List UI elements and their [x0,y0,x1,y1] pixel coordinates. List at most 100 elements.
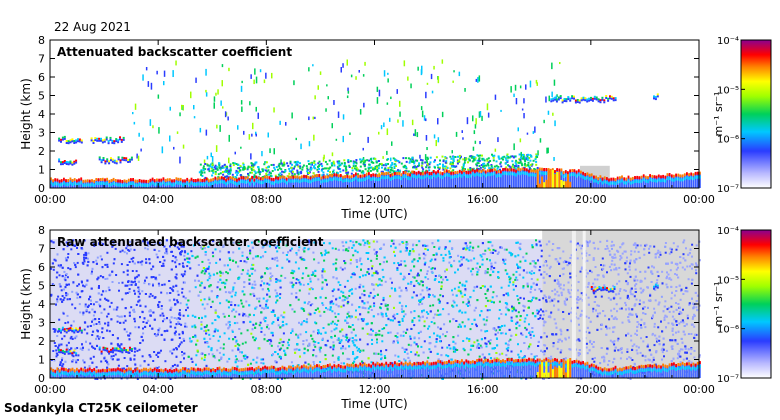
noise-pixel [279,357,282,360]
noise-pixel [226,272,229,275]
boundary-layer [385,173,388,188]
boundary-layer [642,175,645,188]
noise-pixel [76,359,79,361]
aerosol-pixel [202,169,205,172]
cloud-pixel [102,159,105,161]
noise-pixel [486,309,489,312]
cloud-speckle [173,146,175,150]
boundary-layer [662,178,664,182]
boundary-layer [612,181,615,185]
boundary-layer [686,173,688,188]
noise-pixel [538,240,541,243]
cloud-speckle [163,81,165,86]
aerosol-pixel [527,165,530,168]
aerosol-pixel [506,160,509,163]
noise-pixel [487,340,490,343]
noise-pixel [250,241,253,244]
noise-pixel [100,241,103,244]
noise-pixel [517,298,520,301]
noise-pixel [234,294,237,297]
boundary-layer [166,182,169,186]
noise-pixel [249,377,252,380]
cloud-speckle [358,70,360,73]
noise-pixel [203,298,206,301]
noise-pixel [546,264,549,267]
cloud-speckle [219,125,221,132]
noise-pixel [510,350,513,353]
boundary-layer [437,170,439,188]
boundary-layer [430,175,433,179]
aerosol-pixel [300,170,303,173]
cloud-speckle [376,86,379,92]
boundary-layer-top [402,171,405,174]
cloud-pixel [73,142,76,144]
aerosol-pixel [496,169,499,172]
cloud-pixel [113,140,116,143]
noise-pixel [424,254,427,257]
aerosol-pixel [395,170,398,173]
boundary-layer-top [383,172,385,176]
cloud-speckle [234,151,236,155]
boundary-layer [313,175,316,188]
aerosol-pixel [360,160,363,163]
noise-pixel [259,321,262,324]
noise-pixel [530,278,533,280]
noise-pixel [291,269,294,272]
noise-pixel [274,257,277,259]
surface-plume [564,181,567,188]
cloud-pixel [601,96,604,99]
noise-pixel [108,330,111,333]
noise-pixel [648,251,651,254]
cloud-speckle [402,120,404,127]
cloud-speckle [553,79,556,86]
boundary-layer-top [149,178,152,182]
noise-pixel [162,264,165,267]
noise-pixel [667,273,670,276]
cloud-speckle [133,121,136,125]
noise-pixel [663,319,666,321]
aerosol-pixel [433,160,436,163]
aerosol-pixel [503,168,506,171]
aerosol-pixel [239,165,242,168]
aerosol-pixel [271,170,274,172]
aerosol-pixel [456,159,459,162]
noise-pixel [332,341,335,344]
noise-pixel [403,358,406,361]
noise-pixel [298,246,301,249]
aerosol-pixel [346,172,349,175]
aerosol-pixel [451,165,454,168]
boundary-layer-top [519,168,522,172]
cloud-pixel [111,160,114,163]
noise-pixel [82,359,85,362]
cloud-pixel [561,99,564,102]
cloud-speckle [193,105,195,110]
aerosol-pixel [211,174,214,177]
noise-pixel [385,349,388,352]
noise-pixel [505,354,508,357]
noise-pixel [135,369,138,372]
boundary-layer-top [207,179,210,183]
boundary-layer [690,173,693,188]
noise-pixel [380,284,383,287]
cloud-speckle [539,138,542,143]
aerosol-pixel [489,167,492,170]
cloud-speckle [510,86,512,93]
boundary-layer-top [634,176,636,179]
aerosol-pixel [491,166,494,169]
cloud-speckle [267,132,269,138]
noise-pixel [477,245,480,248]
boundary-layer [394,176,396,179]
boundary-layer [210,182,212,186]
aerosol-pixel [265,172,268,175]
aerosol-pixel [204,168,207,171]
boundary-layer [270,181,273,185]
aerosol-pixel [224,175,227,178]
cloud-speckle [210,152,212,158]
aerosol-pixel [428,163,431,166]
cloud-speckle [421,110,424,118]
aerosol-pixel [524,160,527,163]
noise-pixel [171,352,174,355]
boundary-layer-top [138,179,141,182]
boundary-layer-top [419,172,422,176]
boundary-layer-top [584,173,587,176]
